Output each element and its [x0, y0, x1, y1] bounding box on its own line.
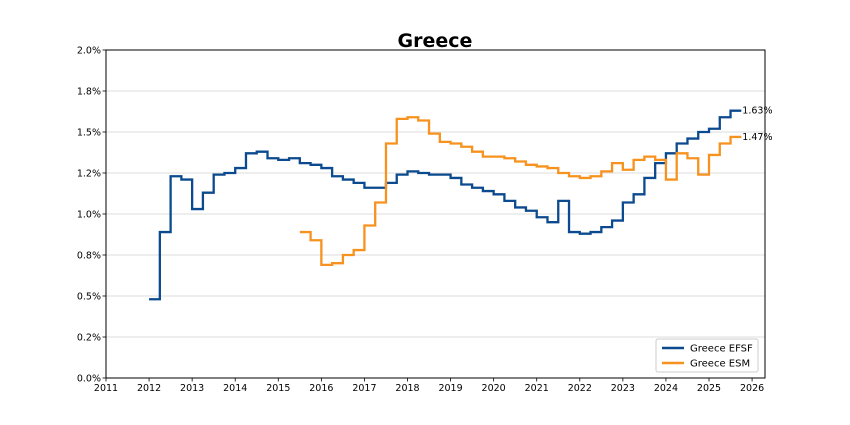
chart-title: Greece — [398, 30, 473, 52]
end-value-label-efsf: 1.63% — [742, 106, 772, 117]
legend-label-esm: Greece ESM — [690, 359, 750, 370]
series-line-esm — [299, 116, 742, 266]
y-tick-label: 0.8% — [77, 250, 101, 261]
axes: 0.0% 0.2% 0.5% 0.8% 1.0% 1.2% 1.5% 1.8% 2.0% 2011… — [77, 45, 764, 394]
x-tick-label: 2014 — [223, 383, 247, 394]
legend-label-efsf: Greece EFSF — [690, 344, 753, 355]
x-tick-label: 2020 — [482, 383, 506, 394]
x-tick-label: 2016 — [309, 383, 333, 394]
x-tick-label: 2021 — [525, 383, 549, 394]
x-tick-label: 2025 — [697, 383, 721, 394]
y-tick-label: 1.2% — [77, 168, 101, 179]
x-tick-label: 2011 — [94, 383, 118, 394]
y-tick-label: 0.2% — [77, 332, 101, 343]
y-tick-label: 1.5% — [77, 127, 101, 138]
x-tick-label: 2022 — [568, 383, 592, 394]
y-tick-label: 2.0% — [77, 45, 101, 56]
y-tick-label: 0.5% — [77, 291, 101, 302]
x-tick-label: 2013 — [180, 383, 204, 394]
y-tick-label: 1.8% — [77, 86, 101, 97]
x-tick-label: 2012 — [137, 383, 161, 394]
end-labels: 1.63% 1.47% — [742, 106, 772, 143]
y-tick-label: 1.0% — [77, 209, 101, 220]
x-tick-label: 2026 — [740, 383, 764, 394]
end-value-label-esm: 1.47% — [742, 132, 772, 143]
x-tick-label: 2017 — [352, 383, 376, 394]
x-tick-label: 2018 — [395, 383, 419, 394]
x-tick-label: 2015 — [266, 383, 290, 394]
series-lines — [149, 109, 742, 301]
x-tick-label: 2023 — [611, 383, 635, 394]
legend: Greece EFSF Greece ESM — [655, 338, 759, 373]
series-line-efsf — [149, 109, 742, 301]
x-tick-label: 2019 — [438, 383, 462, 394]
y-tick-label: 0.0% — [77, 373, 101, 384]
x-tick-label: 2024 — [654, 383, 678, 394]
